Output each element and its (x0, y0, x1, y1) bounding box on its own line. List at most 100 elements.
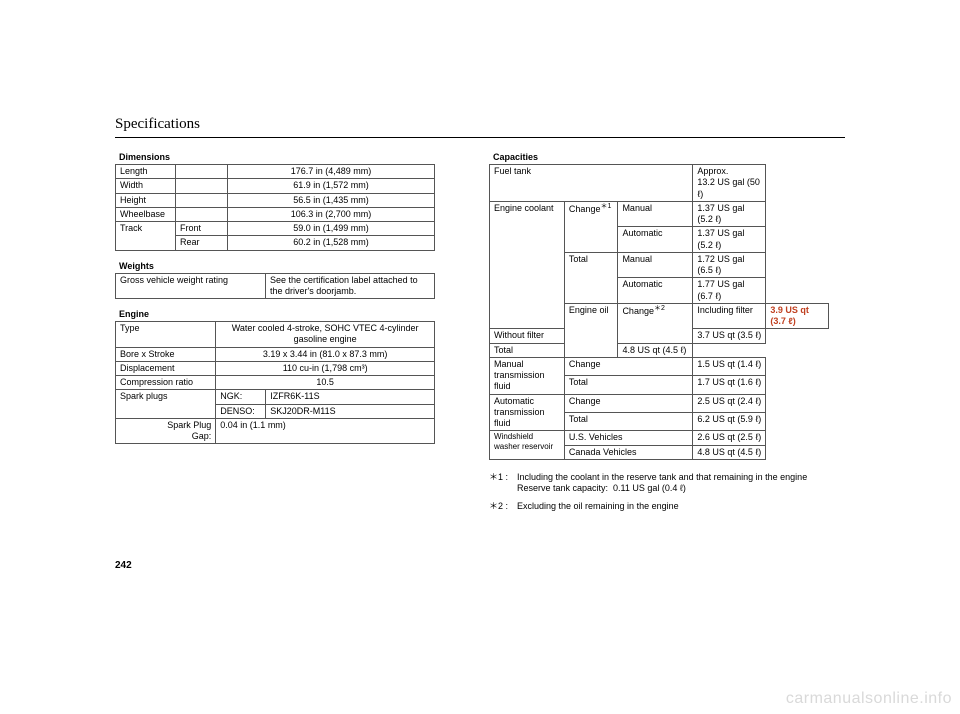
table-row: Bore x Stroke3.19 x 3.44 in (81.0 x 87.3… (116, 347, 435, 361)
cell: 56.5 in (1,435 mm) (228, 193, 435, 207)
cell: Total (490, 343, 618, 357)
footnote-body: Including the coolant in the reserve tan… (517, 472, 829, 495)
columns: Dimensions Length 176.7 in (4,489 mm) Wid… (115, 152, 845, 519)
cell: Wheelbase (116, 207, 176, 221)
cell: Manual transmission fluid (490, 357, 565, 394)
cell: 1.37 US gal (5.2 ℓ) (693, 201, 766, 227)
cell: Automatic (618, 227, 693, 253)
cell: Manual (618, 201, 693, 227)
cell: Change＊2 (618, 303, 693, 343)
cell: Including filter (693, 303, 766, 329)
cell: 1.72 US gal (6.5 ℓ) (693, 252, 766, 278)
page-title: Specifications (115, 116, 845, 133)
table-row: Gross vehicle weight rating See the cert… (116, 273, 435, 299)
left-column: Dimensions Length 176.7 in (4,489 mm) Wid… (115, 152, 435, 454)
table-row: Spark plugsNGK:IZFR6K-11S (116, 390, 435, 404)
cell: Windshieldwasher reservoir (490, 431, 565, 460)
cell: Front (176, 222, 228, 236)
cell: 1.37 US gal (5.2 ℓ) (693, 227, 766, 253)
cell: 3.19 x 3.44 in (81.0 x 87.3 mm) (216, 347, 435, 361)
cell: Type (116, 322, 216, 348)
page-number: 242 (115, 560, 132, 571)
watermark: carmanualsonline.info (786, 690, 952, 708)
engine-heading: Engine (115, 309, 435, 319)
text: washer reservoir (494, 442, 553, 451)
text: Approx. (697, 166, 728, 176)
cell: SKJ20DR-M11S (266, 404, 435, 418)
cell: 106.3 in (2,700 mm) (228, 207, 435, 221)
table-row: Length 176.7 in (4,489 mm) (116, 165, 435, 179)
table-row: TrackFront59.0 in (1,499 mm) (116, 222, 435, 236)
highlighted-cell: 3.9 US qt (3.7 ℓ) (766, 303, 829, 329)
cell: Length (116, 165, 176, 179)
capacities-heading: Capacities (489, 152, 829, 162)
footnote-1: ＊1 : Including the coolant in the reserv… (489, 472, 829, 495)
cell: 1.77 US gal (6.7 ℓ) (693, 278, 766, 304)
table-row: Automatic transmission fluid Change 2.5 … (490, 394, 829, 412)
footnote-2: ＊2 : Excluding the oil remaining in the … (489, 501, 829, 513)
cell: Displacement (116, 361, 216, 375)
cell: Total (564, 252, 618, 303)
table-row: Spark Plug Gap:0.04 in (1.1 mm) (116, 418, 435, 444)
text: Change (622, 306, 654, 316)
cell: Width (116, 179, 176, 193)
cell: 10.5 (216, 376, 435, 390)
text: 13.2 US gal (50 ℓ) (697, 177, 760, 198)
cell: 4.8 US qt (4.5 ℓ) (618, 343, 693, 357)
cell: Total (564, 376, 692, 394)
cell: 4.8 US qt (4.5 ℓ) (693, 445, 766, 459)
cell (176, 165, 228, 179)
cell: 2.5 US qt (2.4 ℓ) (693, 394, 766, 412)
cell: Total (564, 412, 692, 430)
cell: 6.2 US qt (5.9 ℓ) (693, 412, 766, 430)
cell: Fuel tank (490, 165, 693, 202)
right-column: Capacities Fuel tank Approx.13.2 US gal … (489, 152, 829, 519)
footnote-body: Excluding the oil remaining in the engin… (517, 501, 829, 513)
cell: Manual (618, 252, 693, 278)
cell: Engine coolant (490, 201, 565, 329)
cell: See the certification label attached to … (266, 273, 435, 299)
cell: Water cooled 4-stroke, SOHC VTEC 4-cylin… (216, 322, 435, 348)
cell: 60.2 in (1,528 mm) (228, 236, 435, 250)
cell: 0.04 in (1.1 mm) (216, 418, 435, 444)
footnote-symbol: ＊2 : (489, 501, 517, 513)
footnote-symbol: ＊1 : (489, 472, 517, 495)
cell: NGK: (216, 390, 266, 404)
dimensions-heading: Dimensions (115, 152, 435, 162)
text: Including the coolant in the reserve tan… (517, 472, 807, 482)
table-row: Wheelbase 106.3 in (2,700 mm) (116, 207, 435, 221)
cell: Automatic transmission fluid (490, 394, 565, 431)
cell: 59.0 in (1,499 mm) (228, 222, 435, 236)
cell: Approx.13.2 US gal (50 ℓ) (693, 165, 766, 202)
cell: 1.7 US qt (1.6 ℓ) (693, 376, 766, 394)
table-row: Engine coolant Change＊1 Manual 1.37 US g… (490, 201, 829, 227)
cell: Spark plugs (116, 390, 216, 419)
cell: DENSO: (216, 404, 266, 418)
table-row: TypeWater cooled 4-stroke, SOHC VTEC 4-c… (116, 322, 435, 348)
cell (176, 179, 228, 193)
text: Change (569, 204, 601, 214)
cell: Automatic (618, 278, 693, 304)
table-row: Displacement110 cu-in (1,798 cm³) (116, 361, 435, 375)
cell: Change (564, 394, 692, 412)
cell: Height (116, 193, 176, 207)
table-row: Windshieldwasher reservoir U.S. Vehicles… (490, 431, 829, 445)
cell: Canada Vehicles (564, 445, 692, 459)
cell: Change (564, 357, 692, 375)
superscript: ＊2 (654, 305, 665, 312)
cell: Without filter (490, 329, 565, 343)
cell: 110 cu-in (1,798 cm³) (216, 361, 435, 375)
title-rule (115, 137, 845, 138)
cell: Change＊1 (564, 201, 618, 252)
cell (176, 193, 228, 207)
table-row: Total4.8 US qt (4.5 ℓ) (490, 343, 829, 357)
cell: U.S. Vehicles (564, 431, 692, 445)
cell: 176.7 in (4,489 mm) (228, 165, 435, 179)
weights-table: Gross vehicle weight rating See the cert… (115, 273, 435, 300)
table-row: Manual transmission fluid Change 1.5 US … (490, 357, 829, 375)
cell: 3.7 US qt (3.5 ℓ) (693, 329, 766, 343)
table-row: Width 61.9 in (1,572 mm) (116, 179, 435, 193)
cell: Compression ratio (116, 376, 216, 390)
cell: 61.9 in (1,572 mm) (228, 179, 435, 193)
cell: Rear (176, 236, 228, 250)
